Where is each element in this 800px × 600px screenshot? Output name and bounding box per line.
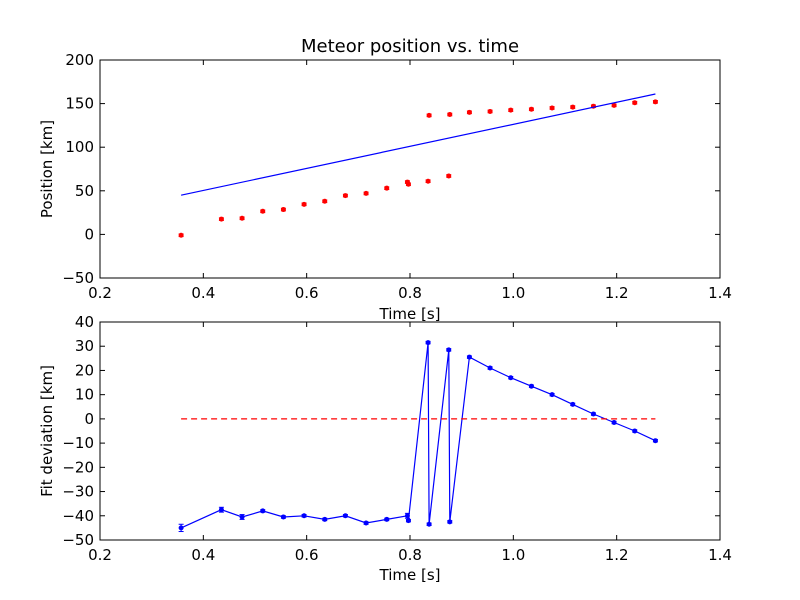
fit-deviation-chart-series-0-point: [611, 420, 617, 426]
fit-deviation-chart-x-tick-label: 0.6: [295, 546, 319, 564]
fit-deviation-chart-series-0-point: [528, 383, 534, 389]
position-chart-series-0-point: [549, 105, 555, 111]
position-chart: Meteor position vs. time 0.2 0.4 0.6 0.8 1.0…: [38, 36, 732, 323]
position-chart-x-tick-label: 0.6: [295, 284, 319, 302]
fit-deviation-chart-series-0-point: [239, 514, 245, 520]
fit-deviation-chart-y-tick-label: −20: [62, 458, 94, 476]
fit-deviation-chart-x-axis-label: Time [s]: [379, 566, 441, 584]
position-chart-series-0-point: [466, 109, 472, 115]
position-chart-title: Meteor position vs. time: [301, 36, 519, 57]
fit-deviation-chart-series-0-point: [447, 519, 453, 525]
fit-deviation-chart-series-0-point: [218, 507, 224, 513]
fit-deviation-chart-series-0-point: [178, 525, 184, 531]
position-chart-series-0-point: [528, 106, 534, 112]
position-chart-y-tick-label: 150: [65, 95, 94, 113]
fit-deviation-chart-x-tick-label: 1.4: [708, 546, 732, 564]
fit-deviation-chart-y-tick-label: 30: [75, 337, 94, 355]
fit-deviation-chart-series-0-point: [426, 521, 432, 527]
position-chart-series-0-point: [218, 216, 224, 222]
fit-deviation-chart-series-0-point: [405, 518, 411, 524]
position-chart-series-0-point: [260, 208, 266, 214]
position-chart-series-0-point: [384, 185, 390, 191]
fit-deviation-chart-y-axis-label: Fit deviation [km]: [38, 365, 56, 497]
position-chart-series-0-point: [652, 99, 658, 105]
position-chart-x-tick-label: 1.0: [501, 284, 525, 302]
position-chart-y-tick-label: 100: [65, 138, 94, 156]
fit-deviation-chart-y-tick-label: 20: [75, 361, 94, 379]
position-chart-y-tick-label: 200: [65, 51, 94, 69]
fit-deviation-chart-x-tick-label: 0.8: [398, 546, 422, 564]
fit-deviation-chart-series-0-point: [384, 516, 390, 522]
fit-deviation-chart-series-0-point: [446, 347, 452, 353]
fit-deviation-chart-y-tick-label: −10: [62, 434, 94, 452]
position-chart-series-0-point: [178, 232, 184, 238]
fit-deviation-chart-series-0-point: [363, 520, 369, 526]
fit-deviation-chart-ticks: 0.2 0.4 0.6 0.8 1.0 1.2 1.4 −50 −40 −30 −20 −10 0 10 2…: [62, 313, 732, 564]
position-chart-x-axis-label: Time [s]: [379, 305, 441, 323]
fit-deviation-chart-y-tick-label: −50: [62, 531, 94, 549]
position-chart-x-tick-label: 0.8: [398, 284, 422, 302]
fit-deviation-chart-series-0-point: [590, 411, 596, 417]
position-chart-series-0-point: [632, 100, 638, 106]
position-chart-x-tick-label: 1.4: [708, 284, 732, 302]
fit-deviation-chart-series-0-point: [425, 340, 431, 346]
fit-deviation-chart-series-0-point: [549, 392, 555, 398]
fit-deviation-chart-series: [178, 340, 658, 533]
fit-deviation-chart-x-tick-label: 1.2: [605, 546, 629, 564]
fit-deviation-chart-series-0-point: [342, 513, 348, 519]
position-chart-series-0-point: [301, 201, 307, 207]
fit-deviation-chart-series-0-point: [632, 428, 638, 434]
position-chart-series-1-line: [180, 93, 656, 196]
position-chart-series-0-point: [239, 215, 245, 221]
position-chart-series-0-point: [508, 107, 514, 113]
position-chart-series-0-point: [611, 102, 617, 108]
position-chart-y-axis-label: Position [km]: [38, 120, 56, 218]
position-chart-y-tick-label: 50: [75, 182, 94, 200]
position-chart-series: [178, 93, 658, 238]
fit-deviation-chart-y-tick-label: 40: [75, 313, 94, 331]
position-chart-x-tick-label: 0.4: [191, 284, 215, 302]
fit-deviation-chart-y-tick-label: −30: [62, 483, 94, 501]
position-chart-series-0-point: [425, 178, 431, 184]
position-chart-ticks: 0.2 0.4 0.6 0.8 1.0 1.2 1.4 −50 0 50 100 150 200: [62, 51, 732, 302]
position-chart-series-0-point: [487, 108, 493, 114]
fit-deviation-chart-series-0-point: [280, 514, 286, 520]
fit-deviation-chart-x-tick-label: 0.2: [88, 546, 112, 564]
position-chart-series-0-point: [280, 207, 286, 213]
position-chart-series-0-point: [342, 193, 348, 199]
fit-deviation-chart-series-0-point: [508, 375, 514, 381]
fit-deviation-chart-series-0-point: [404, 513, 410, 519]
position-chart-series-0-point: [426, 112, 432, 118]
fit-deviation-chart-series-0-point: [322, 516, 328, 522]
position-chart-y-tick-label: 0: [84, 225, 94, 243]
fit-deviation-chart-y-tick-label: 0: [84, 410, 94, 428]
fit-deviation-chart-series-0-point: [487, 365, 493, 371]
fit-deviation-chart-series-0-point: [260, 508, 266, 514]
position-chart-series-0-point: [446, 173, 452, 179]
position-chart-series-0-point: [405, 181, 411, 187]
position-chart-frame: [99, 59, 721, 279]
fit-deviation-chart-x-tick-label: 1.0: [501, 546, 525, 564]
position-chart-series-0-point: [447, 112, 453, 117]
fit-deviation-chart-y-tick-label: −40: [62, 507, 94, 525]
fit-deviation-chart-frame: [99, 321, 721, 541]
position-chart-x-tick-label: 0.2: [88, 284, 112, 302]
fit-deviation-chart-series-0-point: [652, 438, 658, 444]
fit-deviation-chart-series-0-point: [466, 354, 472, 360]
position-chart-y-tick-label: −50: [62, 269, 94, 287]
fit-deviation-chart: 0.2 0.4 0.6 0.8 1.0 1.2 1.4 −50 −40 −30 −20 −10 0 10 2…: [38, 313, 732, 584]
fit-deviation-chart-series-0-point: [301, 513, 307, 519]
position-chart-x-tick-label: 1.2: [605, 284, 629, 302]
fit-deviation-chart-x-tick-label: 0.4: [191, 546, 215, 564]
position-chart-series-0-point: [322, 198, 328, 204]
position-chart-series-0-point: [570, 104, 576, 110]
fit-deviation-chart-y-tick-label: 10: [75, 386, 94, 404]
fit-deviation-chart-series-0-line: [180, 342, 656, 529]
fit-deviation-chart-series-0-point: [570, 401, 576, 407]
position-chart-series-0-point: [363, 190, 369, 196]
